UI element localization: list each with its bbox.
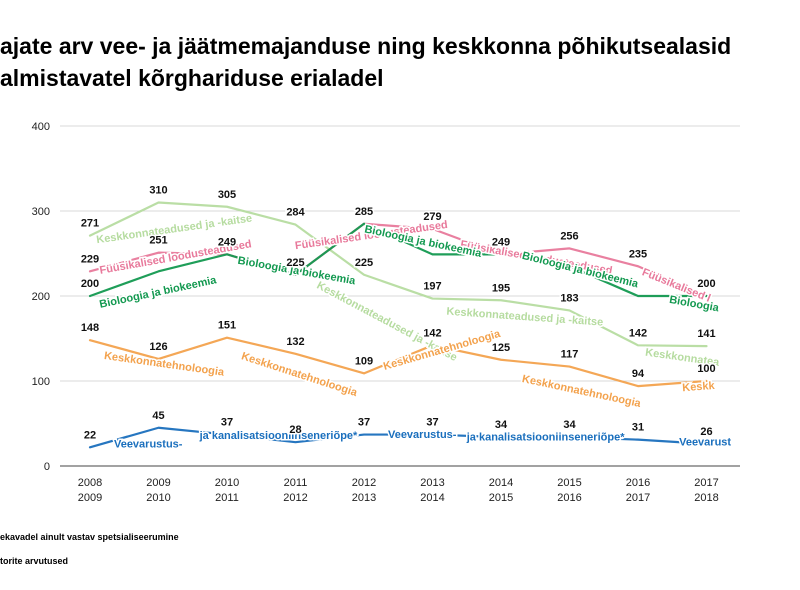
data-label: 225 [355,257,373,269]
y-tick-label: 100 [32,376,50,388]
x-tick-label: 2017 [626,492,650,504]
data-label: 305 [218,189,236,201]
x-tick-label: 2014 [420,492,444,504]
chart-title-line-1: ajate arv vee- ja jäätmemajanduse ning k… [0,33,732,59]
data-label: 229 [81,253,99,265]
data-label: 183 [560,292,578,304]
series-line-label: Keskkonnatehnoloogia [103,350,225,379]
footnote-specialization: ekavadel ainult vastav spetsialiseerumin… [0,532,179,542]
data-label: 310 [149,185,167,197]
data-label: 225 [286,257,304,269]
data-label: 26 [700,426,712,438]
data-label: 251 [149,235,167,247]
data-label: 28 [289,424,301,436]
x-tick-label: 2012 [352,477,376,489]
data-label: 31 [632,422,644,434]
data-label: 200 [81,278,99,290]
series-line-label: Bioloogia ja biokeemia [98,274,218,311]
data-label: 100 [697,363,715,375]
data-label: 34 [563,419,576,431]
y-tick-label: 0 [44,461,50,473]
data-label: 148 [81,322,99,334]
data-label: 249 [492,236,510,248]
data-label: 271 [81,218,99,230]
data-label: 117 [561,349,579,361]
data-label: 126 [149,341,167,353]
data-label: 235 [629,248,647,260]
data-label: 256 [560,230,578,242]
y-tick-label: 300 [32,206,50,218]
x-tick-label: 2012 [283,492,307,504]
data-label: 34 [495,419,508,431]
x-tick-label: 2013 [420,477,444,489]
x-tick-label: 2009 [78,492,102,504]
data-label: 142 [423,327,441,339]
y-tick-label: 400 [32,121,50,133]
data-label: 132 [286,336,304,348]
x-tick-label: 2013 [352,492,376,504]
x-tick-label: 2010 [146,492,170,504]
x-tick-label: 2008 [78,477,102,489]
data-label: 279 [423,211,441,223]
x-tick-label: 2014 [489,477,513,489]
series-line-label: Veevarust [679,437,731,449]
data-label: 125 [492,342,510,354]
data-label: 141 [697,328,715,340]
x-tick-label: 2017 [694,477,718,489]
series-line [88,201,708,348]
footnote-authors: torite arvutused [0,556,69,566]
series-line-label: Keskk [682,380,716,394]
x-tick-label: 2015 [489,492,513,504]
data-label: 195 [492,282,510,294]
data-label: 197 [423,281,441,293]
series-line-label: Veevarustus- [114,438,183,450]
chart-title: ajate arv vee- ja jäätmemajanduse ning k… [0,30,800,94]
series-line [88,222,708,298]
data-label: 284 [286,207,305,219]
series-line [88,336,708,388]
series-line [88,426,708,449]
data-label: 151 [218,320,236,332]
series-line-label: ja kanalisatsiooniinseneriõpe* [466,432,625,444]
data-label: 45 [152,410,164,422]
series-line-label: Keskkonnatehnoloogia [521,373,643,410]
x-tick-label: 2011 [284,477,308,489]
data-label: 37 [358,417,370,429]
x-tick-label: 2009 [146,477,170,489]
data-label: 109 [355,355,373,367]
data-label: 285 [355,206,373,218]
chart-title-line-2: almistavatel kõrghariduse erialadel [0,65,384,91]
series-line-label: Veevarustus- [388,429,457,441]
series-line-label: Keskkonnateadused ja -kaitse [446,306,604,329]
data-label: 142 [629,327,647,339]
data-label: 37 [426,417,438,429]
x-tick-label: 2016 [626,477,650,489]
x-tick-label: 2011 [215,492,239,504]
series-line-label: Bioloogia ja biokeemia [521,250,640,291]
y-tick-label: 200 [32,291,50,303]
data-label: 94 [632,368,645,380]
data-label: 200 [697,278,715,290]
data-label: 37 [221,417,233,429]
series-line-label: Keskkonnatehnoloogia [240,350,360,399]
x-tick-label: 2015 [557,477,581,489]
x-tick-label: 2010 [215,477,239,489]
x-tick-label: 2016 [557,492,581,504]
data-label: 22 [84,429,96,441]
x-tick-label: 2018 [694,492,718,504]
series-line-label: ja kanalisatsiooniinseneriõpe* [199,430,358,442]
data-label: 249 [218,236,236,248]
series-line [88,222,708,298]
